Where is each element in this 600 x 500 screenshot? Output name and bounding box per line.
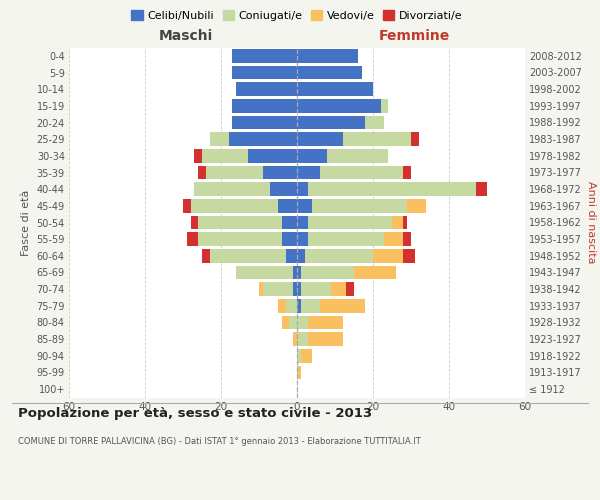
Bar: [209, 249, 286, 262]
Bar: [263, 166, 297, 179]
Bar: [312, 199, 407, 212]
Bar: [194, 182, 271, 196]
Bar: [236, 266, 293, 280]
Bar: [308, 232, 385, 246]
Bar: [320, 299, 365, 312]
Bar: [194, 149, 202, 162]
Bar: [206, 166, 263, 179]
Bar: [183, 199, 191, 212]
Bar: [354, 266, 396, 280]
Bar: [286, 299, 297, 312]
Bar: [297, 182, 308, 196]
Bar: [232, 49, 297, 62]
Bar: [297, 349, 301, 362]
Bar: [191, 216, 198, 230]
Bar: [297, 299, 301, 312]
Bar: [191, 199, 278, 212]
Text: COMUNE DI TORRE PALLAVICINA (BG) - Dati ISTAT 1° gennaio 2013 - Elaborazione TUT: COMUNE DI TORRE PALLAVICINA (BG) - Dati …: [18, 438, 421, 446]
Bar: [202, 149, 248, 162]
Bar: [343, 132, 411, 146]
Bar: [297, 332, 308, 346]
Bar: [293, 266, 297, 280]
Bar: [229, 132, 297, 146]
Bar: [403, 216, 407, 230]
Bar: [297, 266, 301, 280]
Bar: [301, 349, 312, 362]
Bar: [301, 282, 331, 296]
Bar: [403, 232, 411, 246]
Text: Femmine: Femmine: [379, 28, 449, 42]
Bar: [297, 116, 365, 130]
Bar: [289, 316, 297, 330]
Bar: [297, 49, 358, 62]
Bar: [297, 99, 380, 112]
Bar: [407, 199, 426, 212]
Bar: [297, 199, 312, 212]
Bar: [232, 99, 297, 112]
Text: Maschi: Maschi: [159, 28, 213, 42]
Bar: [232, 116, 297, 130]
Bar: [380, 99, 388, 112]
Bar: [320, 166, 403, 179]
Bar: [331, 282, 346, 296]
Bar: [392, 216, 403, 230]
Bar: [308, 216, 392, 230]
Bar: [411, 132, 419, 146]
Bar: [297, 366, 301, 380]
Bar: [297, 316, 308, 330]
Bar: [198, 216, 282, 230]
Legend: Celibi/Nubili, Coniugati/e, Vedovi/e, Divorziati/e: Celibi/Nubili, Coniugati/e, Vedovi/e, Di…: [129, 8, 465, 23]
Bar: [236, 82, 297, 96]
Bar: [297, 232, 308, 246]
Bar: [187, 232, 198, 246]
Bar: [209, 132, 229, 146]
Bar: [346, 282, 354, 296]
Text: Popolazione per età, sesso e stato civile - 2013: Popolazione per età, sesso e stato civil…: [18, 408, 372, 420]
Bar: [282, 232, 297, 246]
Bar: [278, 299, 286, 312]
Bar: [297, 282, 301, 296]
Bar: [476, 182, 487, 196]
Bar: [308, 332, 343, 346]
Bar: [282, 216, 297, 230]
Bar: [301, 299, 320, 312]
Bar: [248, 149, 297, 162]
Bar: [297, 149, 328, 162]
Bar: [328, 149, 388, 162]
Bar: [297, 82, 373, 96]
Bar: [232, 66, 297, 80]
Bar: [403, 249, 415, 262]
Bar: [373, 249, 403, 262]
Bar: [297, 132, 343, 146]
Bar: [297, 66, 362, 80]
Bar: [293, 332, 297, 346]
Bar: [198, 166, 206, 179]
Bar: [282, 316, 289, 330]
Bar: [271, 182, 297, 196]
Bar: [297, 216, 308, 230]
Bar: [286, 249, 297, 262]
Bar: [278, 199, 297, 212]
Bar: [365, 116, 385, 130]
Bar: [263, 282, 293, 296]
Y-axis label: Anni di nascita: Anni di nascita: [586, 181, 596, 264]
Bar: [297, 166, 320, 179]
Bar: [385, 232, 403, 246]
Bar: [308, 316, 343, 330]
Bar: [297, 249, 305, 262]
Y-axis label: Fasce di età: Fasce di età: [21, 190, 31, 256]
Bar: [403, 166, 411, 179]
Bar: [259, 282, 263, 296]
Bar: [198, 232, 282, 246]
Bar: [305, 249, 373, 262]
Bar: [308, 182, 476, 196]
Bar: [301, 266, 354, 280]
Bar: [202, 249, 209, 262]
Bar: [293, 282, 297, 296]
